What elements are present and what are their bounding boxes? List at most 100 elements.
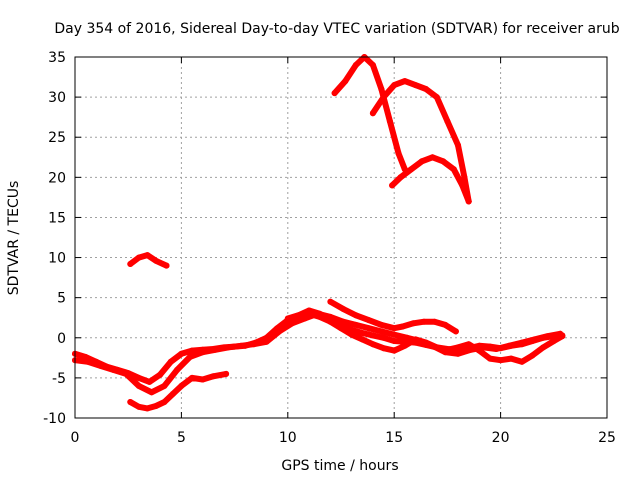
data-point (444, 346, 451, 353)
data-point (210, 373, 217, 380)
data-point (412, 336, 419, 343)
x-tick-label: 25 (598, 430, 616, 446)
data-point (440, 158, 447, 165)
data-point (401, 342, 408, 349)
data-point (263, 338, 270, 345)
data-point (348, 331, 355, 338)
data-point (369, 110, 376, 117)
data-point (369, 62, 376, 68)
data-point (380, 94, 387, 101)
data-point (186, 354, 193, 360)
data-point (540, 344, 547, 351)
y-tick-label: 10 (48, 251, 66, 267)
data-point (480, 344, 487, 351)
data-point (455, 350, 461, 357)
plot-frame (74, 56, 608, 419)
data-point (340, 305, 347, 312)
y-axis-label: SDTVAR / TECUs (6, 181, 22, 296)
data-point (212, 346, 219, 353)
data-point (421, 318, 427, 325)
data-point (412, 82, 419, 89)
data-point (223, 370, 230, 377)
y-tick-label: 5 (57, 291, 66, 307)
y-tick-label: 35 (48, 50, 66, 66)
data-point (433, 344, 440, 351)
x-axis-label: GPS time / hours (281, 458, 398, 474)
y-tick-label: 15 (48, 210, 66, 226)
data-point (199, 349, 206, 356)
data-point (497, 357, 504, 364)
data-point (380, 334, 387, 341)
data-point (144, 252, 151, 259)
series-track-b (369, 78, 472, 205)
data-point (225, 344, 232, 351)
data-point (404, 334, 410, 341)
data-point (493, 346, 500, 352)
data-point (352, 62, 359, 68)
y-tick-label: -5 (52, 371, 66, 387)
data-point (359, 330, 366, 336)
data-point (123, 370, 130, 377)
data-point (369, 332, 376, 339)
data-point (161, 382, 168, 389)
data-point (301, 315, 308, 322)
data-point (365, 317, 372, 324)
data-point (399, 323, 406, 330)
grid (75, 57, 607, 418)
data-point (135, 382, 142, 389)
data-point (408, 166, 415, 173)
data-point (487, 355, 493, 362)
data-point (163, 262, 170, 269)
data-point (359, 336, 366, 343)
y-tick-label: -10 (43, 411, 66, 427)
data-point (506, 342, 513, 349)
data-point (84, 358, 91, 365)
data-point (391, 82, 398, 89)
data-point (391, 347, 398, 354)
data-point (148, 389, 155, 396)
data-point (157, 371, 164, 378)
y-tick-label: 25 (48, 130, 66, 146)
data-point (410, 320, 417, 327)
data-point (391, 331, 398, 338)
data-point (167, 358, 174, 365)
data-point (365, 325, 372, 332)
x-tick-label: 20 (492, 430, 510, 446)
data-point (340, 318, 347, 325)
data-point (386, 118, 393, 125)
data-point (316, 310, 323, 317)
data-point (508, 355, 515, 362)
data-point (127, 399, 134, 405)
data-point (169, 390, 176, 397)
data-point (378, 86, 385, 93)
data-point (544, 333, 551, 340)
data-point (550, 338, 557, 344)
data-point (174, 366, 181, 373)
data-point (389, 182, 396, 189)
data-point (295, 312, 302, 319)
data-point (431, 318, 438, 325)
data-point (531, 336, 538, 343)
data-point (146, 378, 153, 385)
data-point (342, 78, 349, 85)
data-series (72, 54, 566, 412)
data-point (189, 374, 195, 381)
data-point (476, 347, 483, 354)
data-point (135, 254, 142, 261)
y-tick-label: 0 (57, 331, 66, 347)
data-point (378, 328, 385, 335)
data-point (135, 403, 142, 410)
data-point (144, 405, 151, 412)
data-point (161, 399, 168, 405)
data-point (199, 376, 206, 383)
data-point (455, 142, 461, 149)
data-point (352, 312, 359, 319)
data-point (452, 328, 459, 335)
data-point (306, 307, 313, 314)
data-point (518, 358, 525, 365)
data-point (391, 325, 398, 332)
data-point (465, 198, 472, 205)
data-point (352, 321, 359, 328)
x-tick-label: 10 (279, 430, 297, 446)
